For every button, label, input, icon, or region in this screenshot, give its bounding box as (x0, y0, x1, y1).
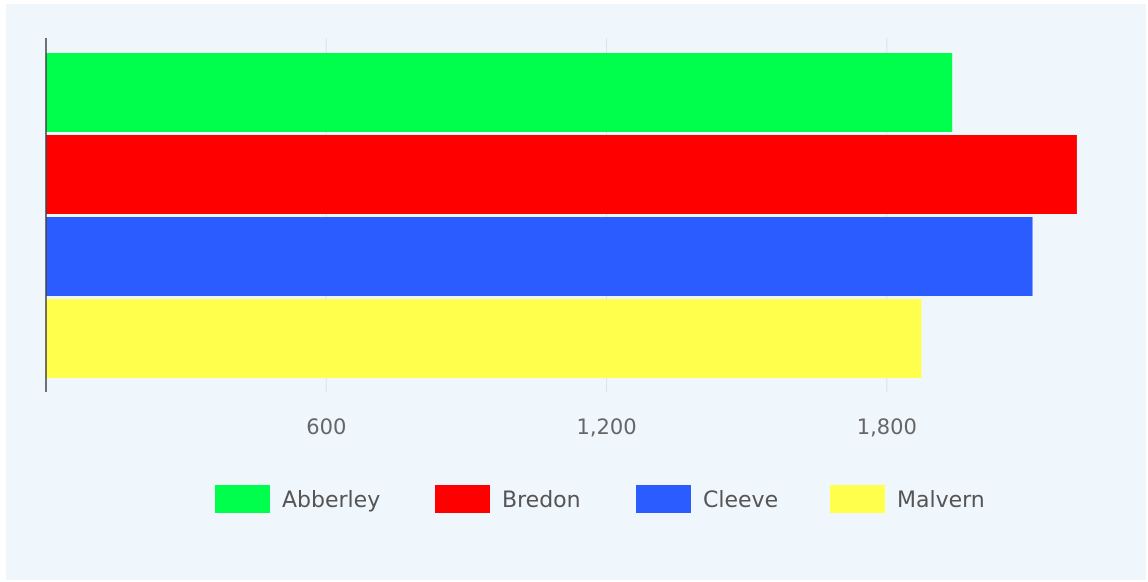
x-tick-label: 600 (306, 415, 346, 439)
bar-abberley[interactable] (46, 53, 953, 132)
legend-item-cleeve[interactable]: Cleeve (636, 485, 778, 513)
x-tick-label: 1,200 (576, 415, 636, 439)
legend: Abberley Bredon Cleeve Malvern (215, 485, 985, 513)
legend-label: Malvern (897, 488, 985, 513)
x-tick-label: 1,800 (857, 415, 917, 439)
bars (46, 53, 1077, 378)
legend-swatch (830, 485, 885, 513)
legend-label: Bredon (502, 488, 581, 513)
bar-cleeve[interactable] (46, 217, 1033, 296)
legend-swatch (435, 485, 490, 513)
legend-label: Abberley (282, 488, 380, 513)
legend-item-bredon[interactable]: Bredon (435, 485, 581, 513)
legend-item-abberley[interactable]: Abberley (215, 485, 380, 513)
legend-swatch (215, 485, 270, 513)
bar-malvern[interactable] (46, 299, 922, 378)
legend-label: Cleeve (703, 488, 778, 513)
legend-item-malvern[interactable]: Malvern (830, 485, 985, 513)
x-axis-tick-labels: 600 1,200 1,800 (306, 415, 917, 439)
bar-bredon[interactable] (46, 135, 1077, 214)
legend-swatch (636, 485, 691, 513)
